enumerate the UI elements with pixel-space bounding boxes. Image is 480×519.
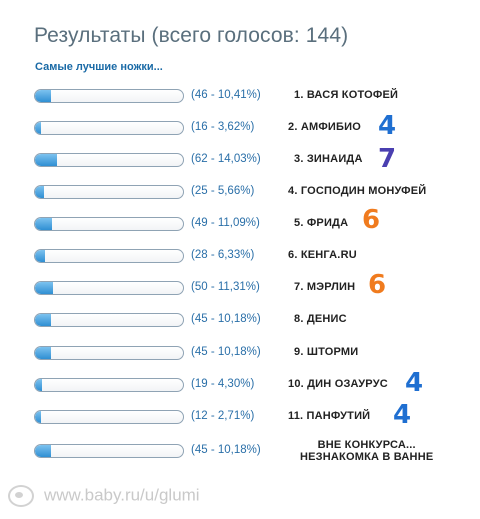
option-name: 1. ВАСЯ КОТОФЕЙ	[294, 89, 399, 101]
poll-option-row: (28 - 6,33%) 6. КЕНГА.RU	[0, 246, 480, 268]
handwritten-score-mark: 6	[362, 205, 381, 235]
poll-option-row: (46 - 10,41%) 1. ВАСЯ КОТОФЕЙ	[0, 86, 480, 108]
poll-option-row: (45 - 10,18%) 9. ШТОРМИ	[0, 343, 480, 365]
watermark: www.baby.ru/u/glumi	[8, 485, 200, 507]
progress-bar-fill	[35, 282, 53, 294]
progress-bar-fill	[35, 411, 41, 423]
progress-bar	[34, 378, 184, 392]
baby-logo-icon	[8, 485, 34, 507]
option-name: 6. КЕНГА.RU	[288, 249, 357, 261]
vote-count-label: (25 - 5,66%)	[191, 185, 255, 197]
progress-bar	[34, 410, 184, 424]
handwritten-score-mark: 7	[378, 144, 397, 174]
progress-bar	[34, 89, 184, 103]
progress-bar	[34, 121, 184, 135]
progress-bar	[34, 153, 184, 167]
poll-option-row: (50 - 11,31%) 7. МЭРЛИН	[0, 278, 480, 300]
poll-title: Результаты (всего голосов: 144)	[34, 24, 349, 47]
poll-option-row: (45 - 10,18%) ВНЕ КОНКУРСА... НЕЗНАКОМКА В…	[0, 439, 480, 463]
poll-option-row: (19 - 4,30%) 10. ДИН ОЗАУРУС	[0, 375, 480, 397]
vote-count-label: (49 - 11,09%)	[191, 217, 260, 229]
option-name: 4. ГОСПОДИН МОНУФЕЙ	[288, 185, 427, 197]
option-name: 2. АМФИБИО	[288, 121, 362, 133]
option-name: 3. ЗИНАИДА	[294, 153, 363, 165]
vote-count-label: (46 - 10,41%)	[191, 89, 261, 101]
vote-count-label: (62 - 14,03%)	[191, 153, 261, 165]
handwritten-score-mark: 4	[393, 400, 412, 430]
progress-bar-fill	[35, 379, 42, 391]
handwritten-score-mark: 4	[405, 368, 424, 398]
poll-option-row: (62 - 14,03%) 3. ЗИНАИДА	[0, 150, 480, 172]
vote-count-label: (50 - 11,31%)	[191, 281, 260, 293]
vote-count-label: (12 - 2,71%)	[191, 410, 255, 422]
poll-option-row: (45 - 10,18%) 8. ДЕНИС	[0, 310, 480, 332]
poll-option-row: (12 - 2,71%) 11. ПАНФУТИЙ	[0, 407, 480, 429]
watermark-text: www.baby.ru/u/glumi	[44, 485, 200, 505]
option-name-line2: НЕЗНАКОМКА В ВАННЕ	[300, 451, 434, 463]
option-name: 7. МЭРЛИН	[294, 281, 356, 293]
vote-count-label: (28 - 6,33%)	[191, 249, 255, 261]
vote-count-label: (16 - 3,62%)	[191, 121, 255, 133]
progress-bar-fill	[35, 445, 51, 457]
option-name: ВНЕ КОНКУРСА... НЕЗНАКОМКА В ВАННЕ	[300, 439, 433, 463]
progress-bar-fill	[35, 90, 51, 102]
progress-bar-fill	[35, 314, 51, 326]
option-name-line1: ВНЕ КОНКУРСА...	[317, 439, 416, 451]
poll-option-row: (49 - 11,09%) 5. ФРИДА	[0, 214, 480, 236]
progress-bar-fill	[35, 250, 45, 262]
handwritten-score-mark: 6	[368, 270, 387, 300]
progress-bar-fill	[35, 154, 57, 166]
vote-count-label: (45 - 10,18%)	[191, 346, 261, 358]
progress-bar-fill	[35, 218, 52, 230]
vote-count-label: (45 - 10,18%)	[191, 444, 261, 456]
option-name: 10. ДИН ОЗАУРУС	[288, 378, 388, 390]
vote-count-label: (19 - 4,30%)	[191, 378, 255, 390]
poll-option-row: (25 - 5,66%) 4. ГОСПОДИН МОНУФЕЙ	[0, 182, 480, 204]
progress-bar	[34, 281, 184, 295]
progress-bar	[34, 185, 184, 199]
progress-bar-fill	[35, 186, 44, 198]
progress-bar	[34, 313, 184, 327]
progress-bar-fill	[35, 122, 41, 134]
vote-count-label: (45 - 10,18%)	[191, 313, 261, 325]
progress-bar	[34, 346, 184, 360]
option-name: 11. ПАНФУТИЙ	[288, 410, 371, 422]
option-name: 8. ДЕНИС	[294, 313, 347, 325]
poll-question: Самые лучшие ножки...	[35, 61, 163, 73]
progress-bar	[34, 217, 184, 231]
handwritten-score-mark: 4	[378, 111, 397, 141]
option-name: 5. ФРИДА	[294, 217, 349, 229]
progress-bar	[34, 444, 184, 458]
option-name: 9. ШТОРМИ	[294, 346, 359, 358]
poll-option-row: (16 - 3,62%) 2. АМФИБИО	[0, 118, 480, 140]
progress-bar-fill	[35, 347, 51, 359]
progress-bar	[34, 249, 184, 263]
